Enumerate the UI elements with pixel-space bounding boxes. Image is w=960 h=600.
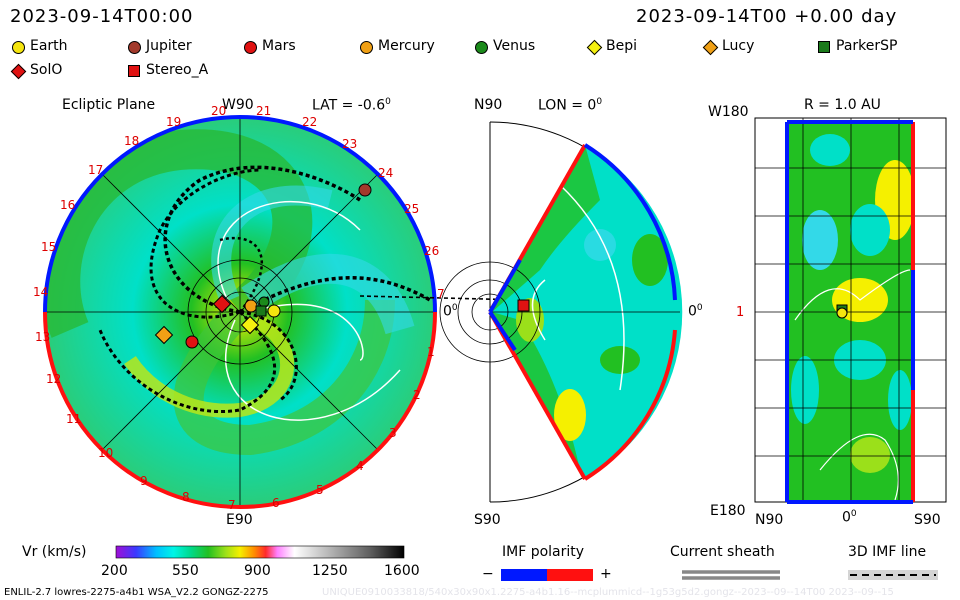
imf-polarity-label: IMF polarity (502, 544, 585, 560)
meridional-top-label: N90 (474, 97, 503, 113)
imf-line-label: 3D IMF line (848, 544, 927, 560)
imf-line-swatch (848, 570, 938, 580)
imf-negative-swatch (501, 569, 547, 581)
jupiter-marker (358, 183, 372, 197)
latitude-label: LAT = -0.60 (312, 97, 391, 114)
map-title: R = 1.0 AU (804, 97, 881, 113)
mercury-marker-icon (360, 41, 373, 54)
stereo-a-marker-icon (128, 65, 140, 77)
map-bottom-label: E180 (710, 503, 746, 519)
bepi-marker (240, 315, 260, 335)
colorbar-tick-200: 200 (101, 563, 128, 579)
map-mid-label: 1 (736, 305, 745, 320)
lucy-marker (154, 325, 174, 345)
stereo-a-marker (517, 299, 530, 312)
map-x-label-s90: S90 (914, 512, 941, 528)
mars-marker (185, 335, 199, 349)
elapsed-time: 2023-09-14T00 +0.00 day (636, 6, 898, 27)
imf-plus-sign: + (600, 566, 612, 582)
colorbar-tick-1250: 1250 (312, 563, 348, 579)
jupiter-marker-icon (128, 41, 141, 54)
meridional-plane-panel (439, 121, 683, 503)
longitude-label: LON = 00 (538, 97, 603, 114)
venus-marker-icon (475, 41, 488, 54)
solo-marker (212, 294, 232, 314)
run-id-watermark: UNIQUE0910033818/540x30x90x1.2275-a4b1.1… (322, 587, 894, 598)
ecliptic-right-label: 00 (443, 303, 458, 320)
earth-marker (267, 304, 281, 318)
imf-positive-swatch (547, 569, 593, 581)
map-x-label-0: 00 (842, 509, 857, 526)
meridional-bottom-label: S90 (474, 512, 501, 528)
timestamp: 2023-09-14T00:00 (10, 6, 194, 27)
colorbar-tick-900: 900 (244, 563, 271, 579)
earth-marker-icon (12, 41, 25, 54)
map-top-label: W180 (708, 104, 749, 120)
colorbar-label: Vr (km/s) (22, 544, 87, 560)
ecliptic-plane-panel (43, 115, 526, 510)
ecliptic-top-label: W90 (222, 97, 254, 113)
parkersp-marker-icon (818, 41, 830, 53)
meridional-right-label: 00 (688, 303, 703, 320)
ecliptic-title: Ecliptic Plane (62, 97, 156, 113)
imf-minus-sign: − (482, 566, 494, 582)
model-info: ENLIL-2.7 lowres-2275-a4b1 WSA_V2.2 GONG… (4, 587, 269, 598)
map-x-label-n90: N90 (755, 512, 784, 528)
current-sheath-label: Current sheath (670, 544, 775, 560)
mercury-marker (244, 299, 258, 313)
colorbar-tick-550: 550 (172, 563, 199, 579)
ecliptic-bottom-label: E90 (226, 512, 253, 528)
parkersp-marker (255, 305, 267, 317)
mars-marker-icon (244, 41, 257, 54)
colorbar-tick-1600: 1600 (384, 563, 420, 579)
latlon-map-panel (754, 117, 947, 504)
velocity-colorbar (115, 545, 405, 559)
current-sheath-swatch (682, 570, 780, 580)
